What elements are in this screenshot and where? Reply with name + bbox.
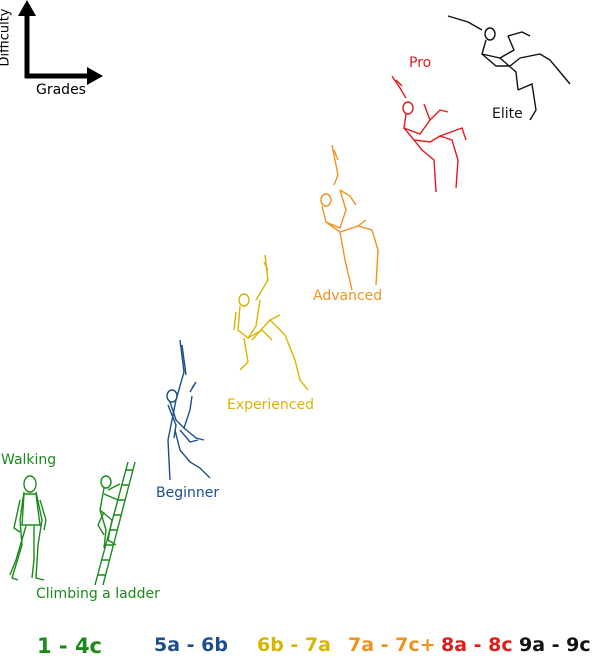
level-label-ladder: Climbing a ladder	[36, 586, 160, 602]
grade-range-6: 9a - 9c	[519, 634, 591, 656]
grade-range-1: 1 - 4c	[37, 634, 103, 658]
elite-climber-icon	[447, 15, 571, 121]
beginner-climber-icon	[166, 339, 211, 481]
y-axis-label: Difficulty	[0, 8, 13, 67]
level-label-experienced: Experienced	[227, 397, 314, 413]
level-label-beginner: Beginner	[156, 485, 220, 501]
grade-range-3: 6b - 7a	[257, 634, 331, 656]
advanced-climber-icon	[320, 144, 379, 291]
axes-icon	[18, 0, 103, 85]
level-label-pro: Pro	[409, 55, 432, 71]
ladder-climber-icon	[94, 461, 136, 586]
level-label-elite: Elite	[492, 106, 523, 122]
grade-range-5: 8a - 8c	[441, 634, 513, 656]
experienced-climber-icon	[233, 254, 309, 391]
x-axis-label: Grades	[36, 82, 86, 98]
grade-range-2: 5a - 6b	[154, 634, 228, 656]
pro-climber-icon	[391, 75, 467, 193]
level-label-walking: Walking	[1, 452, 57, 468]
level-label-advanced: Advanced	[313, 288, 383, 304]
walking-figure-icon	[9, 475, 47, 581]
grade-range-4: 7a - 7c+	[348, 634, 436, 656]
